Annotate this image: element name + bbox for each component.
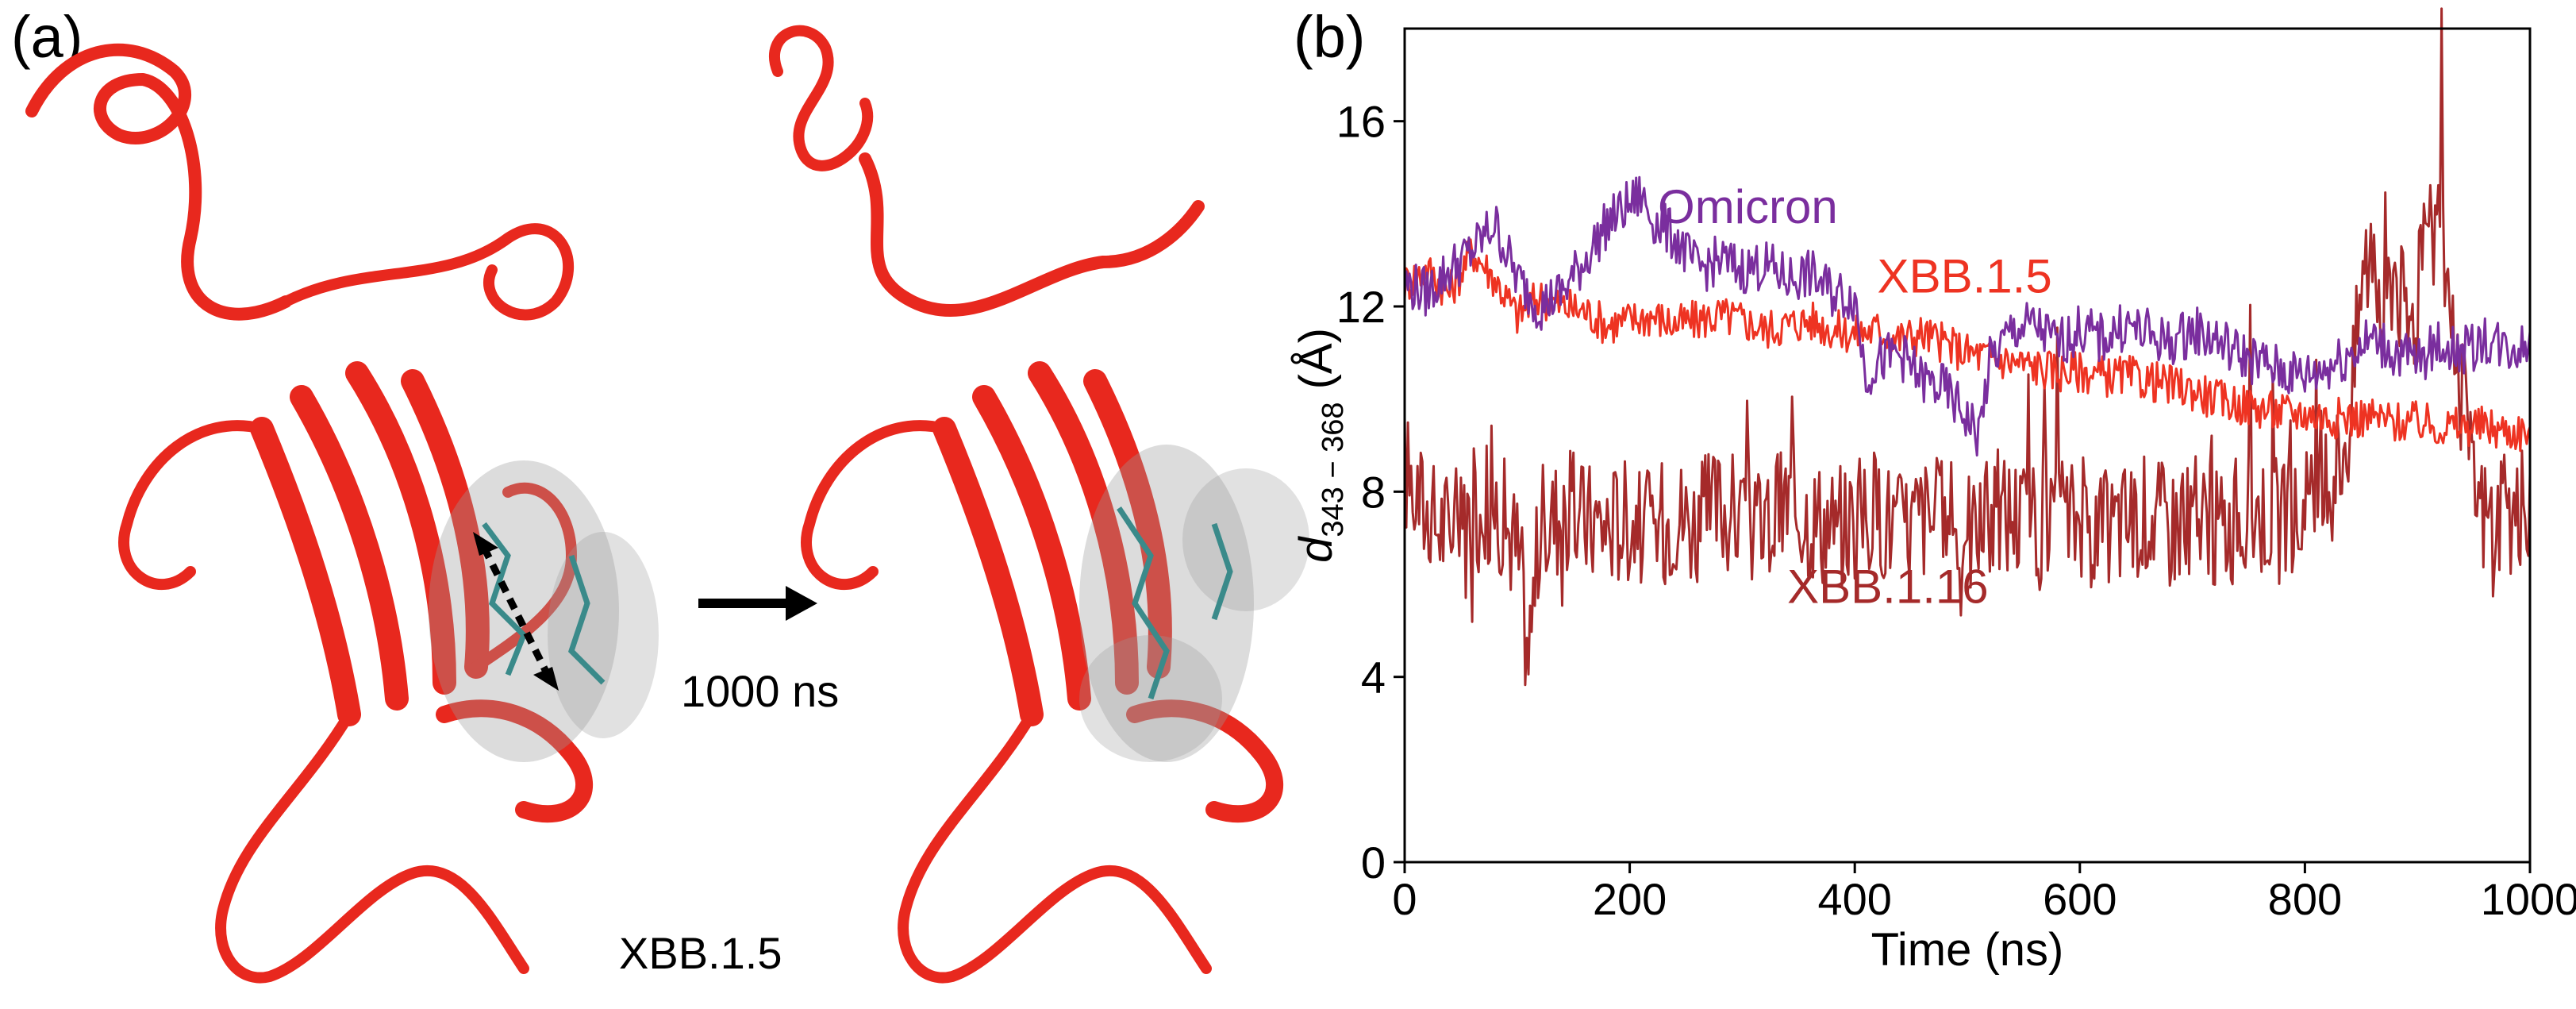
x-tick-label: 0 [1392, 874, 1417, 924]
y-tick-label: 8 [1361, 467, 1386, 517]
y-tick-label: 0 [1361, 838, 1386, 888]
ribbon-loop-lower [215, 709, 529, 984]
y-axis-label-subscript: 343 − 368 [1317, 402, 1350, 537]
ribbon-strand-2 [290, 385, 409, 711]
series-line-omicron [1403, 175, 2532, 457]
ribbon-loop-upper [280, 223, 575, 321]
y-axis-label: d343 − 368 (Å) [1290, 328, 1350, 563]
x-tick-label: 400 [1817, 874, 1891, 924]
plot-frame [1403, 27, 2532, 864]
ribbon-loop-left [118, 420, 267, 591]
protein-structure-illustration: 1000 ns XBB.1.5 [25, 25, 1309, 984]
series-line-xbb-1-16 [1403, 7, 2532, 687]
series-label-xbb-1-5: XBB.1.5 [1878, 250, 2052, 303]
y-tick-label: 4 [1361, 653, 1386, 703]
plot-series-group [1403, 7, 2532, 687]
panel-b-label: (b) [1294, 4, 1366, 70]
y-axis-label-unit [1290, 389, 1342, 402]
x-tick-label: 1000 [2481, 874, 2576, 924]
arrow-caption: 1000 ns [681, 666, 839, 716]
ribbon-helix-lower [436, 699, 594, 823]
y-tick-label: 16 [1336, 97, 1386, 147]
ribbon-strand-1 [250, 417, 361, 726]
structure-after [769, 25, 1284, 984]
structure-caption: XBB.1.5 [619, 928, 782, 978]
svg-text:d343 − 368 (Å): d343 − 368 (Å) [1290, 328, 1350, 563]
y-axis-label-unit-text: (Å) [1290, 328, 1342, 389]
series-line-xbb-1-5 [1403, 238, 2532, 453]
ribbon-strand-3 [345, 361, 456, 695]
x-tick-label: 800 [2268, 874, 2342, 924]
x-tick-label: 200 [1593, 874, 1667, 924]
surface-region-after [1079, 445, 1309, 762]
distance-chart: 0 200 400 600 800 1000 0 4 8 12 16 Time (ns) d343… [1290, 7, 2576, 976]
series-labels: XBB.1.16 XBB.1.5 Omicron [1658, 180, 2052, 613]
x-axis-ticks: 0 200 400 600 800 1000 [1392, 862, 2576, 924]
series-label-omicron: Omicron [1658, 180, 1838, 233]
y-axis-ticks: 0 4 8 12 16 [1336, 97, 1405, 888]
x-axis-label: Time (ns) [1871, 924, 2064, 976]
surface-region-before [429, 460, 659, 762]
x-tick-label: 600 [2043, 874, 2117, 924]
ribbon-loop-top [25, 43, 292, 321]
y-tick-label: 12 [1336, 282, 1386, 332]
ribbon-strand-4 [401, 369, 490, 679]
series-label-xbb-1-16: XBB.1.16 [1787, 560, 1989, 613]
distance-arrow [473, 532, 559, 691]
y-axis-label-main: d [1290, 536, 1342, 563]
time-arrow [698, 586, 817, 621]
